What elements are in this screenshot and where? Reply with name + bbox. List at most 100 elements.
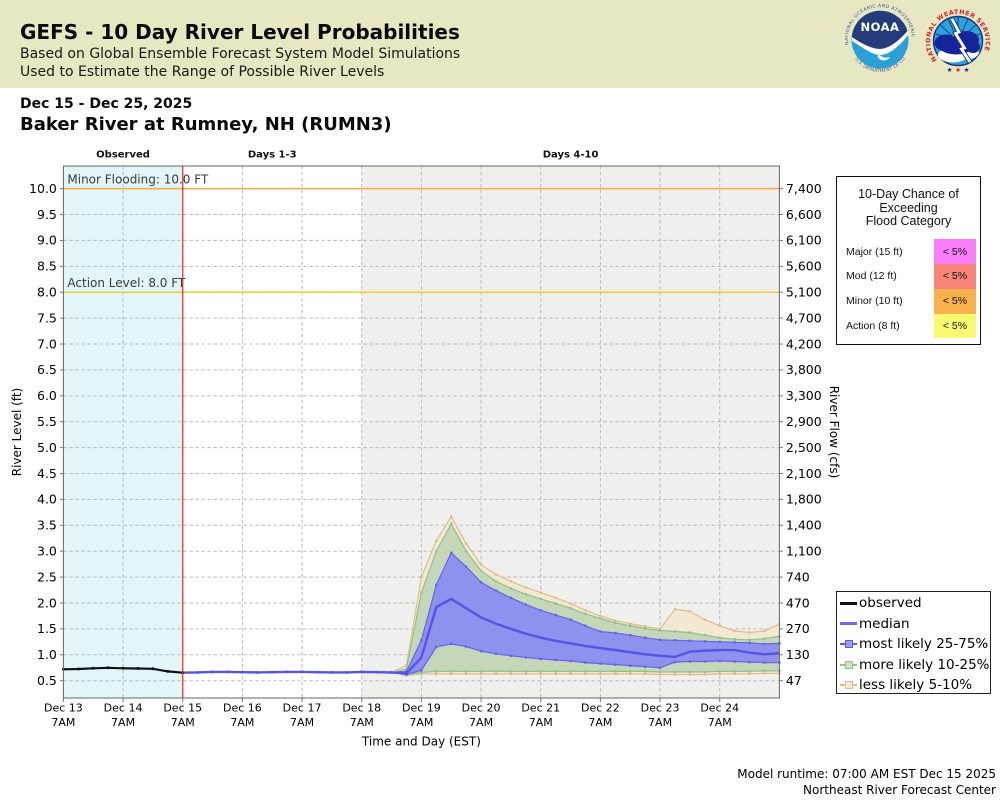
band-most-likely-25-75-marker [539, 657, 542, 661]
x-tick-label-hour: 7AM [171, 716, 195, 729]
flood-row-value: < 5% [934, 264, 976, 289]
legend-sample-line [840, 601, 857, 605]
band-more-likely-10-25-marker [733, 670, 736, 673]
y-tick-label-flow: 5,100 [786, 285, 822, 300]
band-more-likely-10-25-marker [658, 670, 662, 674]
band-most-likely-25-75-marker [524, 656, 528, 659]
legend-sample-marker [844, 681, 853, 690]
band-most-likely-25-75-marker [673, 639, 677, 642]
band-most-likely-25-75-marker [629, 664, 632, 667]
band-more-likely-10-25-marker [688, 631, 692, 634]
band-more-likely-10-25-marker [539, 670, 542, 673]
band-less-likely-5-10-marker [420, 575, 423, 579]
y-tick-label-level: 1.5 [37, 621, 57, 636]
flood-row-label: Minor (10 ft) [846, 295, 903, 308]
band-more-likely-10-25-marker [464, 550, 468, 553]
x-axis-title: Time and Day (EST) [361, 735, 481, 749]
flood-row-label: Action (8 ft) [846, 319, 900, 332]
band-most-likely-25-75-marker [748, 660, 751, 664]
nws-star-icon: ★ [964, 66, 970, 73]
band-most-likely-25-75-marker [599, 630, 602, 633]
band-most-likely-25-75-marker [733, 660, 736, 663]
band-less-likely-5-10-marker [479, 563, 483, 566]
flood-row-value: < 5% [934, 288, 976, 314]
y-tick-label-level: 7.0 [37, 336, 57, 351]
band-more-likely-10-25-marker [614, 670, 617, 673]
x-tick-label-hour: 7AM [469, 716, 493, 729]
band-most-likely-25-75-marker [569, 618, 572, 621]
y-tick-label-flow: 1,100 [786, 544, 822, 559]
band-less-likely-5-10-marker [658, 673, 662, 676]
y-tick-label-flow: 5,600 [786, 259, 822, 274]
band-less-likely-5-10-marker [629, 622, 632, 625]
y-tick-label-level: 3.0 [37, 544, 57, 559]
band-most-likely-25-75-marker [435, 583, 438, 587]
band-most-likely-25-75-marker [643, 636, 647, 639]
band-most-likely-25-75-marker [703, 660, 707, 663]
band-less-likely-5-10-marker [569, 602, 572, 605]
observed-marker [121, 666, 125, 670]
band-less-likely-5-10-marker [748, 672, 751, 676]
band-less-likely-5-10-marker [450, 515, 453, 518]
noaa-gull-icon [851, 31, 909, 55]
y-axis-title-left: River Level (ft) [10, 388, 24, 476]
band-less-likely-5-10-marker [569, 672, 572, 676]
x-tick-label-hour: 7AM [708, 716, 732, 729]
threshold-label: Minor Flooding: 10.0 FT [67, 173, 209, 187]
band-more-likely-10-25-marker [479, 670, 483, 673]
band-most-likely-25-75-marker [688, 639, 692, 643]
band-most-likely-25-75-marker [450, 551, 453, 554]
band-more-likely-10-25-marker [763, 669, 766, 673]
band-less-likely-5-10-marker [584, 672, 587, 676]
band-more-likely-10-25-marker [420, 591, 423, 594]
band-most-likely-25-75-marker [405, 670, 408, 673]
band-less-likely-5-10-marker [479, 672, 483, 676]
band-less-likely-5-10-marker [658, 627, 662, 631]
band-most-likely-25-75-marker [509, 654, 513, 658]
flood-panel-title: 10-Day Chance of Exceeding Flood Category [837, 187, 980, 229]
band-less-likely-5-10-marker [435, 672, 438, 676]
band-most-likely-25-75-marker [763, 661, 766, 664]
band-less-likely-5-10-marker [554, 596, 557, 600]
band-more-likely-10-25-marker [554, 670, 557, 673]
band-more-likely-10-25-marker [718, 636, 721, 639]
band-less-likely-5-10-marker [494, 573, 498, 576]
observed-marker [106, 666, 110, 670]
x-tick-label-date: Dec 13 [44, 702, 83, 715]
legend-item-label: most likely 25-75% [859, 636, 989, 653]
y-tick-label-level: 8.0 [37, 285, 57, 300]
x-tick-label-date: Dec 19 [402, 702, 441, 715]
x-tick-label-date: Dec 22 [581, 702, 620, 715]
y-axis-title-right: River Flow (cfs) [827, 386, 841, 479]
station-name: Baker River at Rumney, NH (RUMN3) [20, 114, 392, 135]
x-tick-label-date: Dec 21 [521, 702, 560, 715]
observed-marker [166, 669, 170, 673]
band-more-likely-10-25-marker [569, 606, 572, 610]
x-tick-label-hour: 7AM [230, 716, 254, 729]
band-less-likely-5-10-marker [614, 672, 617, 676]
chart-region-days-1-3 [182, 166, 362, 698]
threshold-label: Action Level: 8.0 FT [67, 276, 186, 290]
y-tick-label-level: 1.0 [37, 647, 57, 662]
legend-item-label: median [859, 615, 910, 632]
band-less-likely-5-10-marker [688, 610, 692, 613]
band-less-likely-5-10-marker [405, 663, 408, 667]
y-tick-label-flow: 3,300 [786, 388, 822, 403]
band-more-likely-10-25-marker [494, 580, 498, 583]
band-most-likely-25-75-marker [539, 609, 542, 612]
legend-sample-line [840, 622, 857, 626]
band-most-likely-25-75-marker [524, 603, 528, 606]
y-tick-label-level: 5.0 [37, 440, 57, 455]
band-more-likely-10-25-marker [435, 550, 438, 553]
legend-item-label: more likely 10-25% [859, 656, 990, 673]
footer-credits: Model runtime: 07:00 AM EST Dec 15 2025 … [737, 766, 996, 798]
band-less-likely-5-10-marker [420, 672, 423, 676]
band-more-likely-10-25-marker [450, 522, 453, 525]
page-title: GEFS - 10 Day River Level Probabilities [20, 20, 460, 44]
legend-item: observed [840, 594, 922, 612]
x-tick-label-hour: 7AM [648, 716, 672, 729]
band-less-likely-5-10-marker [494, 672, 498, 676]
band-most-likely-25-75-marker [435, 645, 438, 649]
x-tick-label-hour: 7AM [290, 716, 314, 729]
band-most-likely-25-75-marker [464, 565, 468, 568]
